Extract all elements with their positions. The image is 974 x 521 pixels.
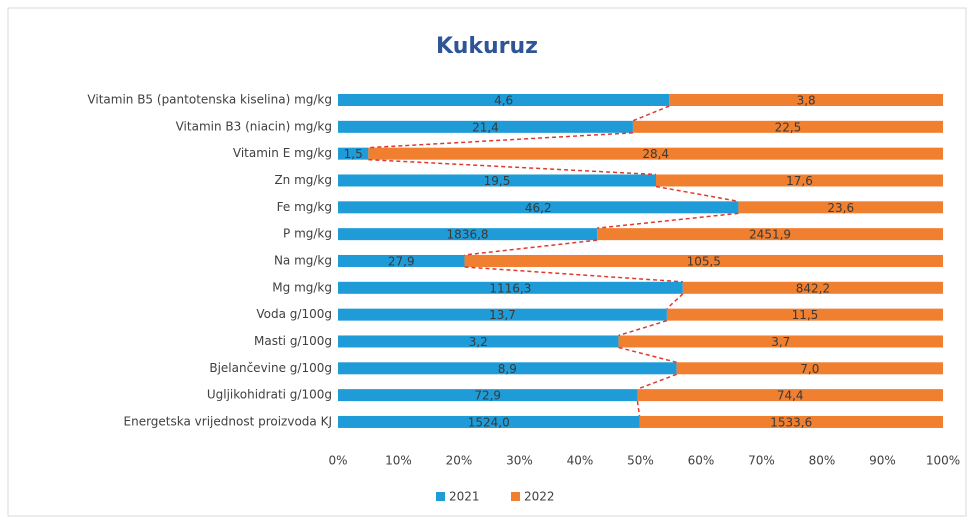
y-tick-label: Vitamin E mg/kg — [233, 146, 332, 160]
data-label: 1524,0 — [468, 415, 510, 429]
y-tick-label: Ugljikohidrati g/100g — [207, 388, 332, 402]
y-tick-label: Vitamin B5 (pantotenska kiselina) mg/kg — [87, 93, 332, 107]
bar-segment — [338, 201, 739, 214]
data-label: 105,5 — [687, 254, 721, 268]
bar-segment — [676, 362, 943, 375]
data-label: 17,6 — [786, 174, 813, 188]
x-tick-label: 80% — [809, 454, 836, 468]
legend-label: 2021 — [449, 490, 480, 504]
data-label: 1116,3 — [489, 281, 531, 295]
data-label: 3,7 — [771, 335, 790, 349]
bar-segment — [338, 254, 465, 267]
x-tick-label: 10% — [385, 454, 412, 468]
data-label: 8,9 — [498, 362, 517, 376]
bar-segment — [738, 201, 943, 214]
y-tick-label: Na mg/kg — [274, 253, 332, 267]
data-label: 842,2 — [796, 281, 830, 295]
series-line — [368, 158, 657, 176]
bar-segment — [338, 362, 677, 375]
data-label: 72,9 — [474, 389, 501, 403]
data-label: 74,4 — [777, 389, 804, 403]
series-line — [597, 212, 739, 229]
y-tick-label: Bjelančevine g/100g — [209, 361, 332, 375]
x-tick-label: 90% — [869, 454, 896, 468]
series-line — [368, 132, 633, 149]
y-tick-label: Zn mg/kg — [274, 173, 332, 187]
y-tick-label: Energetska vrijednost proizvoda KJ — [124, 414, 332, 428]
data-label: 19,5 — [484, 174, 511, 188]
bar-segment — [338, 94, 670, 106]
x-tick-label: 50% — [627, 454, 654, 468]
y-tick-label: Masti g/100g — [254, 334, 332, 348]
data-label: 22,5 — [775, 120, 802, 134]
bar-segment — [639, 415, 943, 428]
series-line — [618, 346, 677, 364]
series-line — [618, 319, 668, 337]
data-label: 27,9 — [388, 254, 415, 268]
bar-segment — [338, 308, 667, 321]
x-tick-label: 100% — [926, 454, 960, 468]
y-tick-label: Vitamin B3 (niacin) mg/kg — [176, 119, 332, 133]
legend-label: 2022 — [524, 490, 555, 504]
x-tick-label: 40% — [567, 454, 594, 468]
data-label: 1,5 — [344, 147, 363, 161]
y-tick-label: Fe mg/kg — [277, 200, 332, 214]
data-label: 2451,9 — [749, 228, 791, 242]
bar-segment — [637, 389, 943, 402]
data-label: 1533,6 — [770, 415, 812, 429]
data-label: 28,4 — [642, 147, 669, 161]
bar-segment — [338, 335, 619, 348]
data-label: 21,4 — [472, 120, 499, 134]
x-tick-label: 70% — [748, 454, 775, 468]
series-line — [464, 239, 598, 256]
bar-segment — [682, 281, 943, 294]
legend-swatch — [436, 492, 445, 501]
data-label: 23,6 — [827, 201, 854, 215]
series-line — [636, 401, 641, 417]
bar-segment — [338, 147, 369, 160]
data-label: 1836,8 — [447, 228, 489, 242]
data-label: 7,0 — [800, 362, 819, 376]
legend-swatch — [511, 492, 520, 501]
bar-segment — [666, 308, 943, 321]
bar-segment — [338, 415, 640, 428]
y-tick-label: Mg mg/kg — [272, 280, 332, 294]
data-label: 3,2 — [469, 335, 488, 349]
bar-segment — [338, 281, 683, 294]
bar-segment — [338, 174, 656, 187]
series-line — [464, 266, 683, 283]
bar-segment — [632, 120, 943, 133]
x-tick-label: 0% — [328, 454, 347, 468]
chart-title: Kukuruz — [436, 34, 538, 59]
data-label: 4,6 — [494, 94, 513, 108]
bar-segment — [338, 228, 598, 241]
data-label: 3,8 — [797, 94, 816, 108]
y-tick-label: P mg/kg — [283, 227, 332, 241]
bar-segment — [597, 228, 943, 241]
bar-segment — [368, 147, 943, 160]
bar-segment — [338, 389, 638, 402]
bar-segment — [618, 335, 943, 348]
bar-segment — [655, 174, 943, 187]
data-label: 46,2 — [525, 201, 552, 215]
data-label: 11,5 — [792, 308, 819, 322]
y-tick-label: Voda g/100g — [256, 307, 332, 321]
bar-segment — [669, 94, 943, 106]
data-label: 13,7 — [489, 308, 516, 322]
x-tick-label: 60% — [688, 454, 715, 468]
x-tick-label: 20% — [446, 454, 473, 468]
series-line — [666, 293, 684, 310]
x-tick-label: 30% — [506, 454, 533, 468]
bar-segment — [464, 254, 943, 267]
bar-segment — [338, 120, 633, 133]
